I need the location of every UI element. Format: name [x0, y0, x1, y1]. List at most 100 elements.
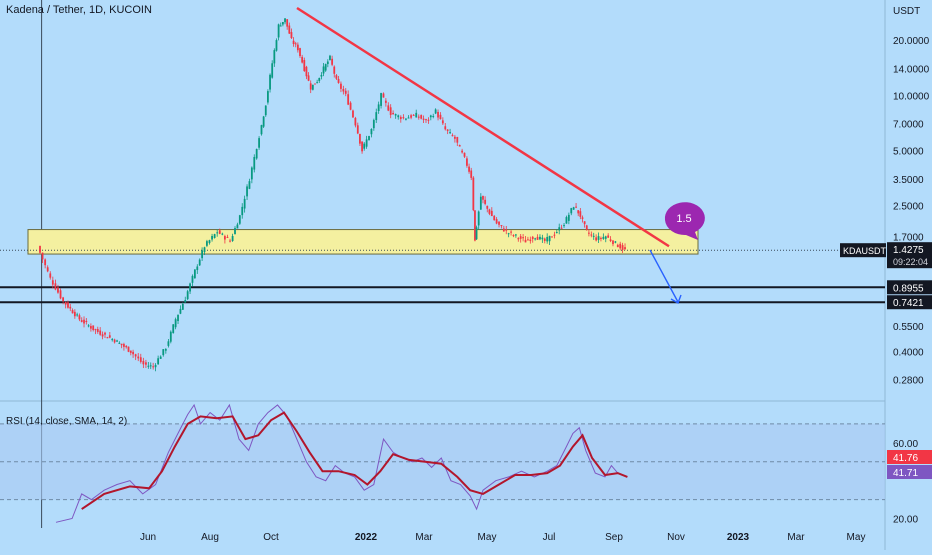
candle	[572, 207, 575, 210]
candle	[437, 111, 439, 118]
candle	[612, 240, 614, 245]
candle	[458, 145, 461, 147]
candle	[488, 209, 491, 214]
candle	[41, 252, 44, 260]
candle	[154, 364, 157, 368]
candle	[73, 311, 76, 317]
price-tick-label: 7.0000	[893, 120, 924, 131]
candle	[427, 119, 430, 121]
chart-title: Kadena / Tether, 1D, KUCOIN	[6, 4, 152, 16]
candle	[108, 335, 111, 338]
candle	[563, 225, 565, 227]
candle	[577, 210, 580, 214]
candle	[208, 240, 211, 244]
candle	[286, 19, 289, 27]
candle	[534, 238, 537, 240]
candle	[277, 24, 280, 38]
candle	[288, 25, 291, 34]
candle	[329, 55, 331, 60]
candle	[229, 240, 231, 242]
candle	[169, 331, 172, 342]
candle	[474, 210, 476, 241]
candle	[193, 269, 196, 279]
candle	[292, 40, 295, 44]
candle	[397, 115, 400, 118]
rsi-tick-label: 20.00	[893, 515, 918, 526]
candle	[463, 152, 466, 157]
candle	[196, 266, 199, 271]
candle	[305, 66, 308, 77]
candle	[134, 354, 137, 357]
candle	[410, 115, 412, 118]
rsi-sma-bg	[887, 465, 932, 479]
candle	[507, 233, 510, 235]
candle	[579, 211, 582, 217]
candle	[125, 346, 128, 348]
candle	[546, 236, 549, 242]
date-tick-label: Mar	[415, 532, 433, 543]
candle	[264, 105, 267, 116]
candle	[392, 112, 394, 115]
candle	[236, 224, 239, 229]
candle	[337, 78, 340, 83]
candle	[519, 236, 522, 239]
candle	[69, 306, 72, 309]
candle	[152, 366, 155, 368]
candle	[201, 250, 204, 259]
candle	[234, 228, 236, 235]
candle	[570, 208, 573, 214]
candle	[432, 116, 435, 118]
candle	[241, 206, 244, 216]
date-tick-label: Jul	[543, 532, 556, 543]
candle	[167, 341, 170, 346]
rsi-line	[55, 403, 628, 523]
candle	[177, 314, 179, 322]
candle	[184, 300, 187, 303]
level-label-0: 0.8955	[893, 283, 924, 294]
candle	[486, 205, 489, 209]
candle	[352, 110, 354, 118]
candle	[466, 158, 468, 166]
date-tick-label: May	[847, 532, 866, 543]
candle	[92, 325, 95, 330]
candle	[57, 287, 59, 293]
candle	[377, 104, 380, 112]
candle	[104, 332, 106, 335]
candle	[299, 48, 301, 57]
candle	[475, 227, 478, 240]
candle	[590, 234, 593, 236]
price-tick-label: 3.5000	[893, 175, 924, 186]
candle	[137, 356, 140, 359]
candle	[482, 195, 484, 200]
rsi-value-bg	[887, 450, 932, 464]
candle	[99, 330, 102, 335]
candle	[132, 351, 134, 355]
candle	[607, 235, 610, 238]
candle	[145, 362, 147, 365]
candle	[269, 74, 271, 90]
candle	[39, 246, 41, 253]
candle	[250, 167, 253, 180]
candle	[365, 139, 368, 147]
candle	[588, 232, 590, 234]
price-tick-label: 0.5500	[893, 322, 924, 333]
price-tick-label: 2.5000	[893, 202, 924, 213]
candle	[541, 237, 544, 240]
candle	[472, 177, 475, 211]
candle	[231, 236, 234, 242]
candle	[253, 156, 256, 170]
candle	[382, 93, 385, 98]
candle	[331, 58, 334, 65]
candle	[320, 74, 323, 77]
candle	[405, 118, 407, 120]
date-tick-label: 2022	[355, 532, 378, 543]
candle	[420, 115, 423, 119]
candle	[468, 166, 470, 172]
level-label-bg-1	[887, 295, 932, 310]
candle	[347, 94, 350, 105]
price-tick-label: 10.0000	[893, 91, 930, 102]
candle	[218, 230, 221, 234]
candle	[616, 244, 619, 248]
